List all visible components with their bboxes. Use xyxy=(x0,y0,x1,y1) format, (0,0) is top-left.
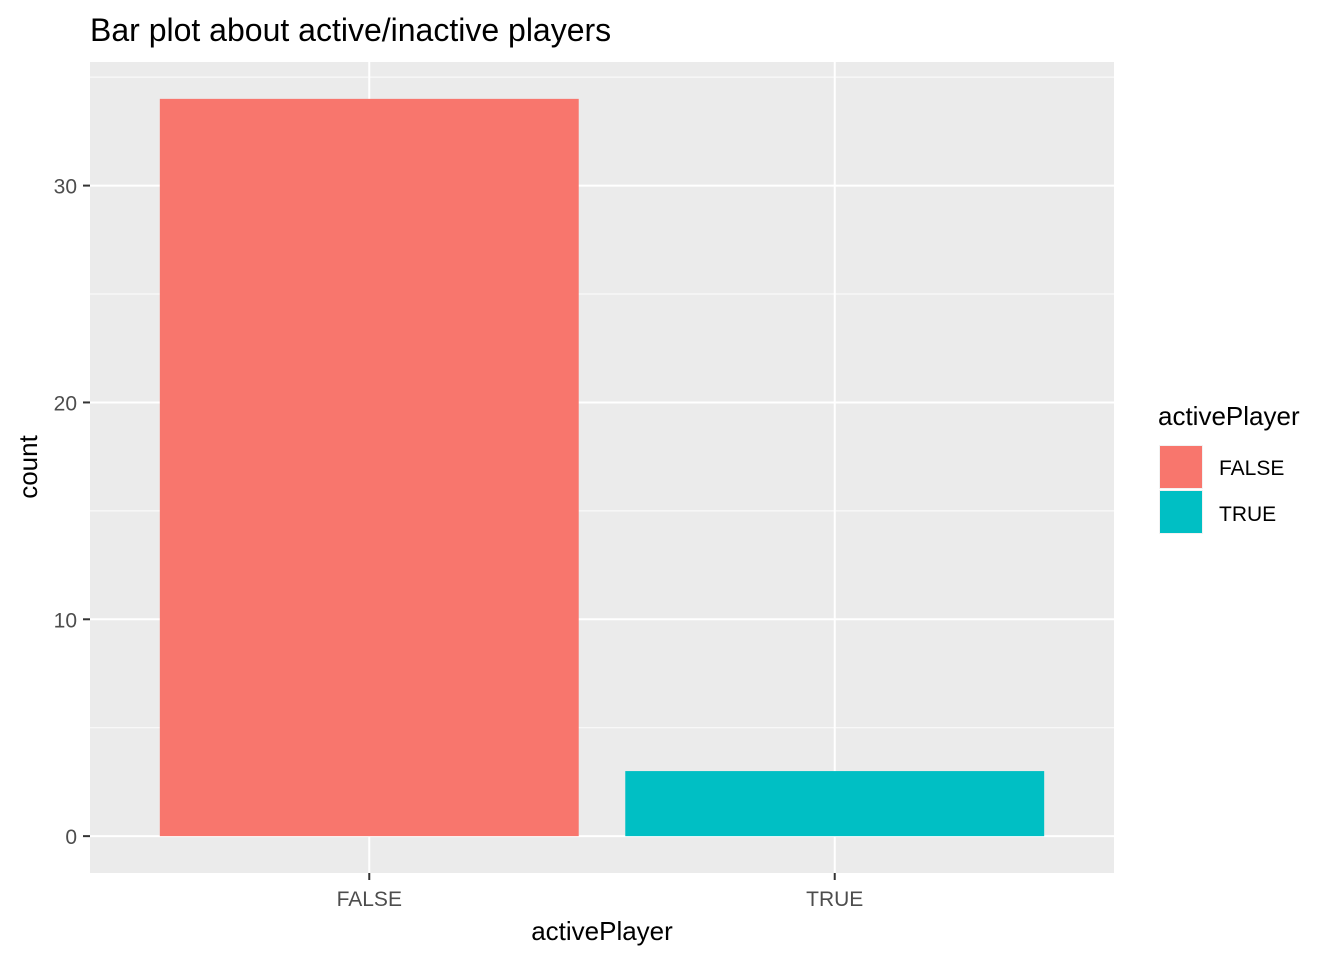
y-axis: 0 10 20 30 xyxy=(54,176,90,849)
legend-swatch-true xyxy=(1160,491,1202,533)
y-axis-title: count xyxy=(13,434,43,498)
y-tick-label: 30 xyxy=(54,176,77,199)
bar-false xyxy=(159,98,579,837)
legend-label-false: FALSE xyxy=(1219,457,1284,480)
legend-swatch-false xyxy=(1160,446,1202,488)
legend-label-true: TRUE xyxy=(1219,503,1276,526)
legend: activePlayer FALSE TRUE xyxy=(1158,401,1300,534)
bar-true xyxy=(625,771,1045,837)
legend-title: activePlayer xyxy=(1158,401,1300,431)
chart-title: Bar plot about active/inactive players xyxy=(90,12,611,48)
y-tick-label: 20 xyxy=(54,392,77,415)
y-tick-label: 0 xyxy=(65,826,77,849)
x-axis-title: activePlayer xyxy=(531,916,673,946)
x-tick-label: TRUE xyxy=(806,888,863,911)
x-axis: FALSE TRUE xyxy=(337,873,863,911)
bars xyxy=(159,98,1045,837)
x-tick-label: FALSE xyxy=(337,888,402,911)
y-tick-label: 10 xyxy=(54,609,77,632)
